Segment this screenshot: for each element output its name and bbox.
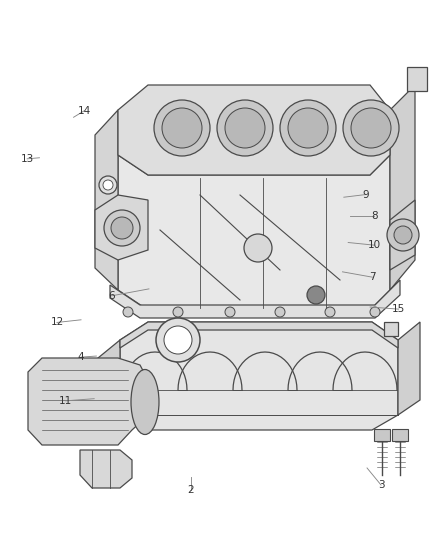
Circle shape [111,217,133,239]
Polygon shape [120,322,398,430]
Circle shape [325,307,335,317]
Text: 3: 3 [378,480,385,490]
Circle shape [288,108,328,148]
Text: 15: 15 [392,304,405,314]
Polygon shape [95,195,148,260]
Polygon shape [118,85,390,175]
Polygon shape [390,85,415,290]
Circle shape [225,307,235,317]
FancyBboxPatch shape [407,67,427,91]
Circle shape [156,318,200,362]
Text: 10: 10 [368,240,381,250]
Text: 11: 11 [59,396,72,406]
Circle shape [123,307,133,317]
Circle shape [104,210,140,246]
Circle shape [103,180,113,190]
Text: 2: 2 [187,486,194,495]
Ellipse shape [131,369,159,434]
Polygon shape [110,280,400,318]
Text: 9: 9 [362,190,369,199]
Circle shape [280,100,336,156]
Text: 13: 13 [21,154,34,164]
Circle shape [394,226,412,244]
FancyBboxPatch shape [392,429,408,441]
Circle shape [217,100,273,156]
Text: 8: 8 [371,211,378,221]
Text: 12: 12 [50,318,64,327]
Circle shape [370,307,380,317]
Polygon shape [120,322,398,348]
Circle shape [164,326,192,354]
Circle shape [343,100,399,156]
Text: 14: 14 [78,106,91,116]
Text: 7: 7 [369,272,376,282]
Circle shape [225,108,265,148]
Polygon shape [98,340,120,432]
Circle shape [173,307,183,317]
Text: 6: 6 [108,291,115,301]
Circle shape [99,176,117,194]
Circle shape [162,108,202,148]
Polygon shape [80,450,132,488]
Circle shape [244,234,272,262]
Polygon shape [390,200,415,270]
Circle shape [387,219,419,251]
Text: 4: 4 [78,352,85,362]
Polygon shape [95,110,118,290]
Polygon shape [28,358,148,445]
FancyBboxPatch shape [374,429,390,441]
Polygon shape [118,155,390,310]
Polygon shape [398,322,420,415]
Circle shape [275,307,285,317]
Circle shape [154,100,210,156]
Circle shape [307,286,325,304]
Circle shape [351,108,391,148]
FancyBboxPatch shape [384,322,398,336]
